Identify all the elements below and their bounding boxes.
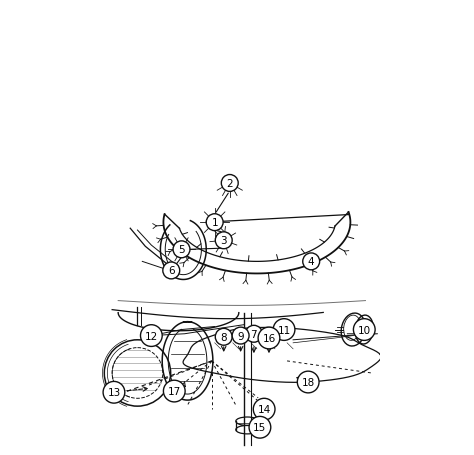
- Ellipse shape: [236, 417, 259, 425]
- Text: 1: 1: [211, 217, 218, 228]
- Circle shape: [215, 329, 232, 345]
- Text: 16: 16: [262, 333, 275, 343]
- Circle shape: [253, 399, 275, 420]
- Circle shape: [273, 319, 295, 341]
- Circle shape: [249, 416, 271, 438]
- Text: 7: 7: [251, 329, 257, 339]
- Circle shape: [206, 214, 223, 231]
- Circle shape: [103, 382, 125, 403]
- Text: 18: 18: [301, 377, 315, 387]
- Text: 17: 17: [168, 386, 181, 396]
- Text: 13: 13: [107, 387, 120, 397]
- Circle shape: [140, 325, 162, 347]
- Circle shape: [246, 326, 262, 343]
- Circle shape: [297, 371, 319, 393]
- Text: 4: 4: [308, 257, 315, 267]
- Circle shape: [221, 175, 238, 192]
- Text: 15: 15: [253, 422, 266, 432]
- Text: 11: 11: [277, 325, 291, 335]
- Text: 6: 6: [168, 266, 174, 276]
- Text: 12: 12: [145, 331, 158, 341]
- Text: 14: 14: [257, 404, 271, 414]
- Text: 2: 2: [227, 178, 233, 188]
- Text: 5: 5: [178, 245, 185, 255]
- Text: 10: 10: [358, 325, 371, 335]
- Text: 3: 3: [220, 236, 227, 246]
- Circle shape: [173, 241, 190, 258]
- Text: 8: 8: [220, 332, 227, 342]
- Circle shape: [303, 253, 319, 270]
- Circle shape: [258, 328, 280, 349]
- Circle shape: [215, 233, 232, 249]
- Circle shape: [232, 328, 249, 344]
- Text: 9: 9: [237, 331, 244, 341]
- Circle shape: [163, 263, 180, 279]
- Circle shape: [164, 380, 185, 402]
- Circle shape: [354, 319, 375, 341]
